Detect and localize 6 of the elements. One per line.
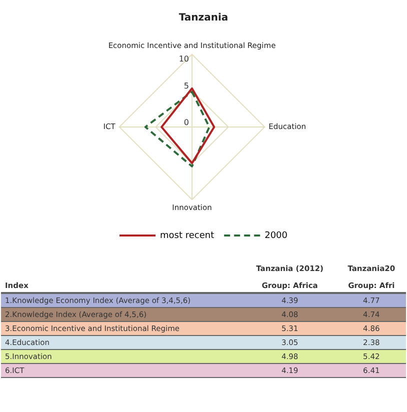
- y-tick-label: 10: [178, 54, 189, 64]
- chart-title: Tanzania: [178, 12, 228, 24]
- legend-label: 2000: [264, 230, 288, 241]
- y-tick-label: 5: [184, 82, 189, 91]
- legend-label: most recent: [160, 230, 215, 241]
- y-tick-label: 0: [184, 118, 189, 128]
